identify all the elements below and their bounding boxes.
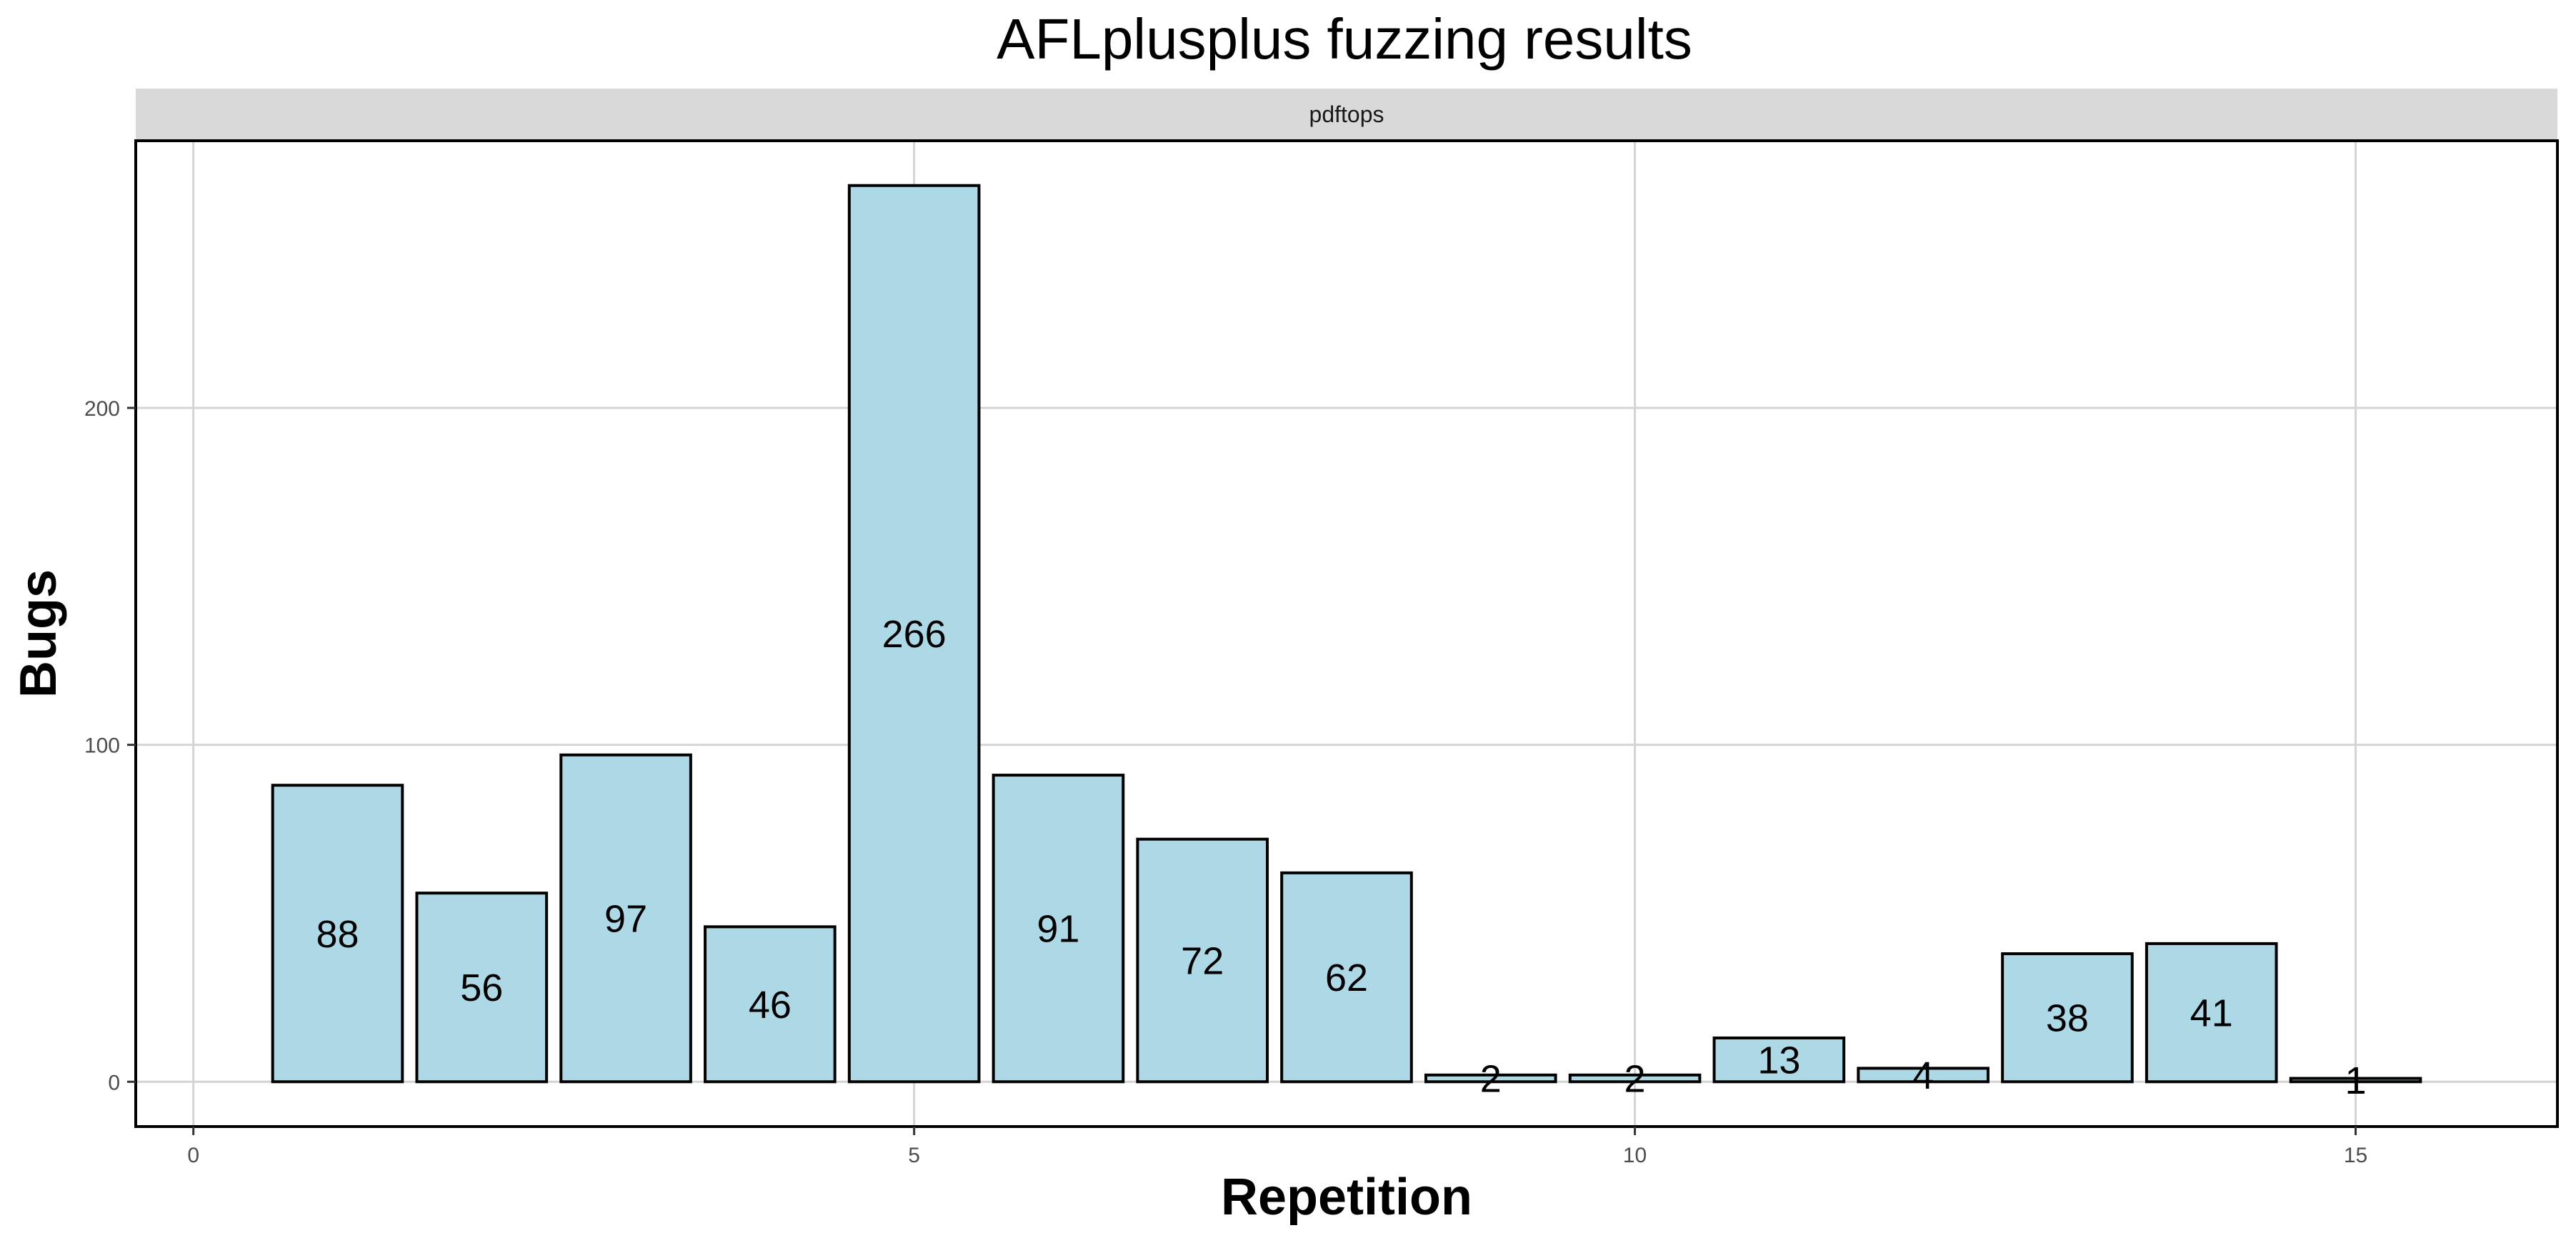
bar bbox=[1280, 871, 1413, 1084]
bar bbox=[271, 784, 404, 1084]
bar-data-label: 88 bbox=[316, 913, 359, 956]
bar-data-label: 38 bbox=[2046, 997, 2089, 1040]
bar bbox=[2289, 1077, 2422, 1084]
panel-border bbox=[134, 139, 2559, 1128]
bar bbox=[1568, 1073, 1702, 1084]
chart-title: AFLplusplus fuzzing results bbox=[997, 7, 1692, 71]
bar-data-label: 97 bbox=[604, 898, 647, 941]
bar-data-label: 2 bbox=[1624, 1058, 1646, 1101]
x-tick-label: 15 bbox=[2344, 1144, 2367, 1167]
bar bbox=[992, 774, 1125, 1084]
bar-data-label: 2 bbox=[1480, 1058, 1502, 1101]
x-tick-label: 0 bbox=[187, 1144, 199, 1167]
x-tick-label: 10 bbox=[1623, 1144, 1647, 1167]
facet-label: pdftops bbox=[1309, 101, 1384, 127]
bar bbox=[704, 925, 837, 1084]
x-axis-title: Repetition bbox=[1221, 1169, 1472, 1226]
bar bbox=[559, 753, 692, 1084]
bar bbox=[415, 892, 549, 1084]
y-tick-label: 100 bbox=[84, 734, 120, 758]
bar-data-label: 41 bbox=[2190, 992, 2233, 1035]
bar-data-label: 266 bbox=[882, 613, 947, 656]
bar-data-label: 13 bbox=[1757, 1039, 1800, 1082]
y-axis-title: Bugs bbox=[10, 569, 67, 698]
bar bbox=[1424, 1073, 1557, 1084]
bar-data-label: 56 bbox=[460, 967, 503, 1009]
bar bbox=[1712, 1036, 1846, 1084]
bars bbox=[271, 184, 2422, 1084]
y-tick-label: 0 bbox=[108, 1071, 120, 1094]
bar-data-label: 4 bbox=[1912, 1054, 1934, 1097]
bar bbox=[2145, 942, 2278, 1084]
bar-data-label: 91 bbox=[1037, 908, 1079, 951]
bar-data-label: 1 bbox=[2345, 1059, 2366, 1102]
bar-data-label: 62 bbox=[1325, 957, 1368, 999]
x-tick-label: 5 bbox=[908, 1144, 920, 1167]
bar bbox=[847, 184, 981, 1084]
y-tick-label: 200 bbox=[84, 397, 120, 421]
y-axis: 0 100 200 bbox=[84, 397, 136, 1094]
facet-strip bbox=[136, 89, 2557, 141]
bar bbox=[1857, 1067, 1990, 1084]
bar bbox=[1136, 837, 1269, 1084]
bar-data-label: 72 bbox=[1181, 939, 1224, 982]
x-axis: 0 5 10 15 bbox=[187, 1127, 2367, 1167]
bar bbox=[2001, 952, 2134, 1084]
bar-data-label: 46 bbox=[749, 984, 792, 1027]
